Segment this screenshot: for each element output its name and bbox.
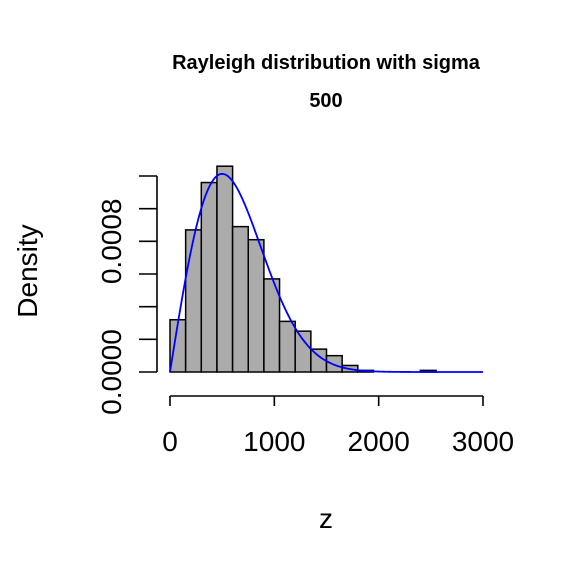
y-tick-label-0: 0.0000 <box>96 329 127 415</box>
rayleigh-density-curve <box>169 172 483 373</box>
y-axis: 0.0000 0.0008 <box>96 175 158 415</box>
histogram-bar-3 <box>200 181 218 373</box>
x-tick-label-2000: 2000 <box>348 426 410 457</box>
chart-title-line-1: Rayleigh distribution with sigma <box>172 52 481 74</box>
histogram-bar-5 <box>231 225 250 373</box>
x-tick-label-1000: 1000 <box>243 426 305 457</box>
x-tick-label-3000: 3000 <box>452 426 514 457</box>
histogram-bar-8 <box>278 320 296 373</box>
chart-title-line-2: 500 <box>309 90 342 112</box>
x-axis: 0 1000 2000 3000 <box>162 395 514 457</box>
histogram-bars <box>169 165 437 373</box>
x-axis-label: z <box>319 503 333 534</box>
y-tick-label-4: 0.0008 <box>96 199 127 285</box>
y-axis-label: Density <box>12 224 43 317</box>
histogram-bar-2 <box>184 229 203 373</box>
histogram-bar-4 <box>216 165 234 373</box>
x-tick-label-0: 0 <box>162 426 178 457</box>
histogram-bar-6 <box>247 238 265 373</box>
histogram-bar-9 <box>294 330 312 373</box>
